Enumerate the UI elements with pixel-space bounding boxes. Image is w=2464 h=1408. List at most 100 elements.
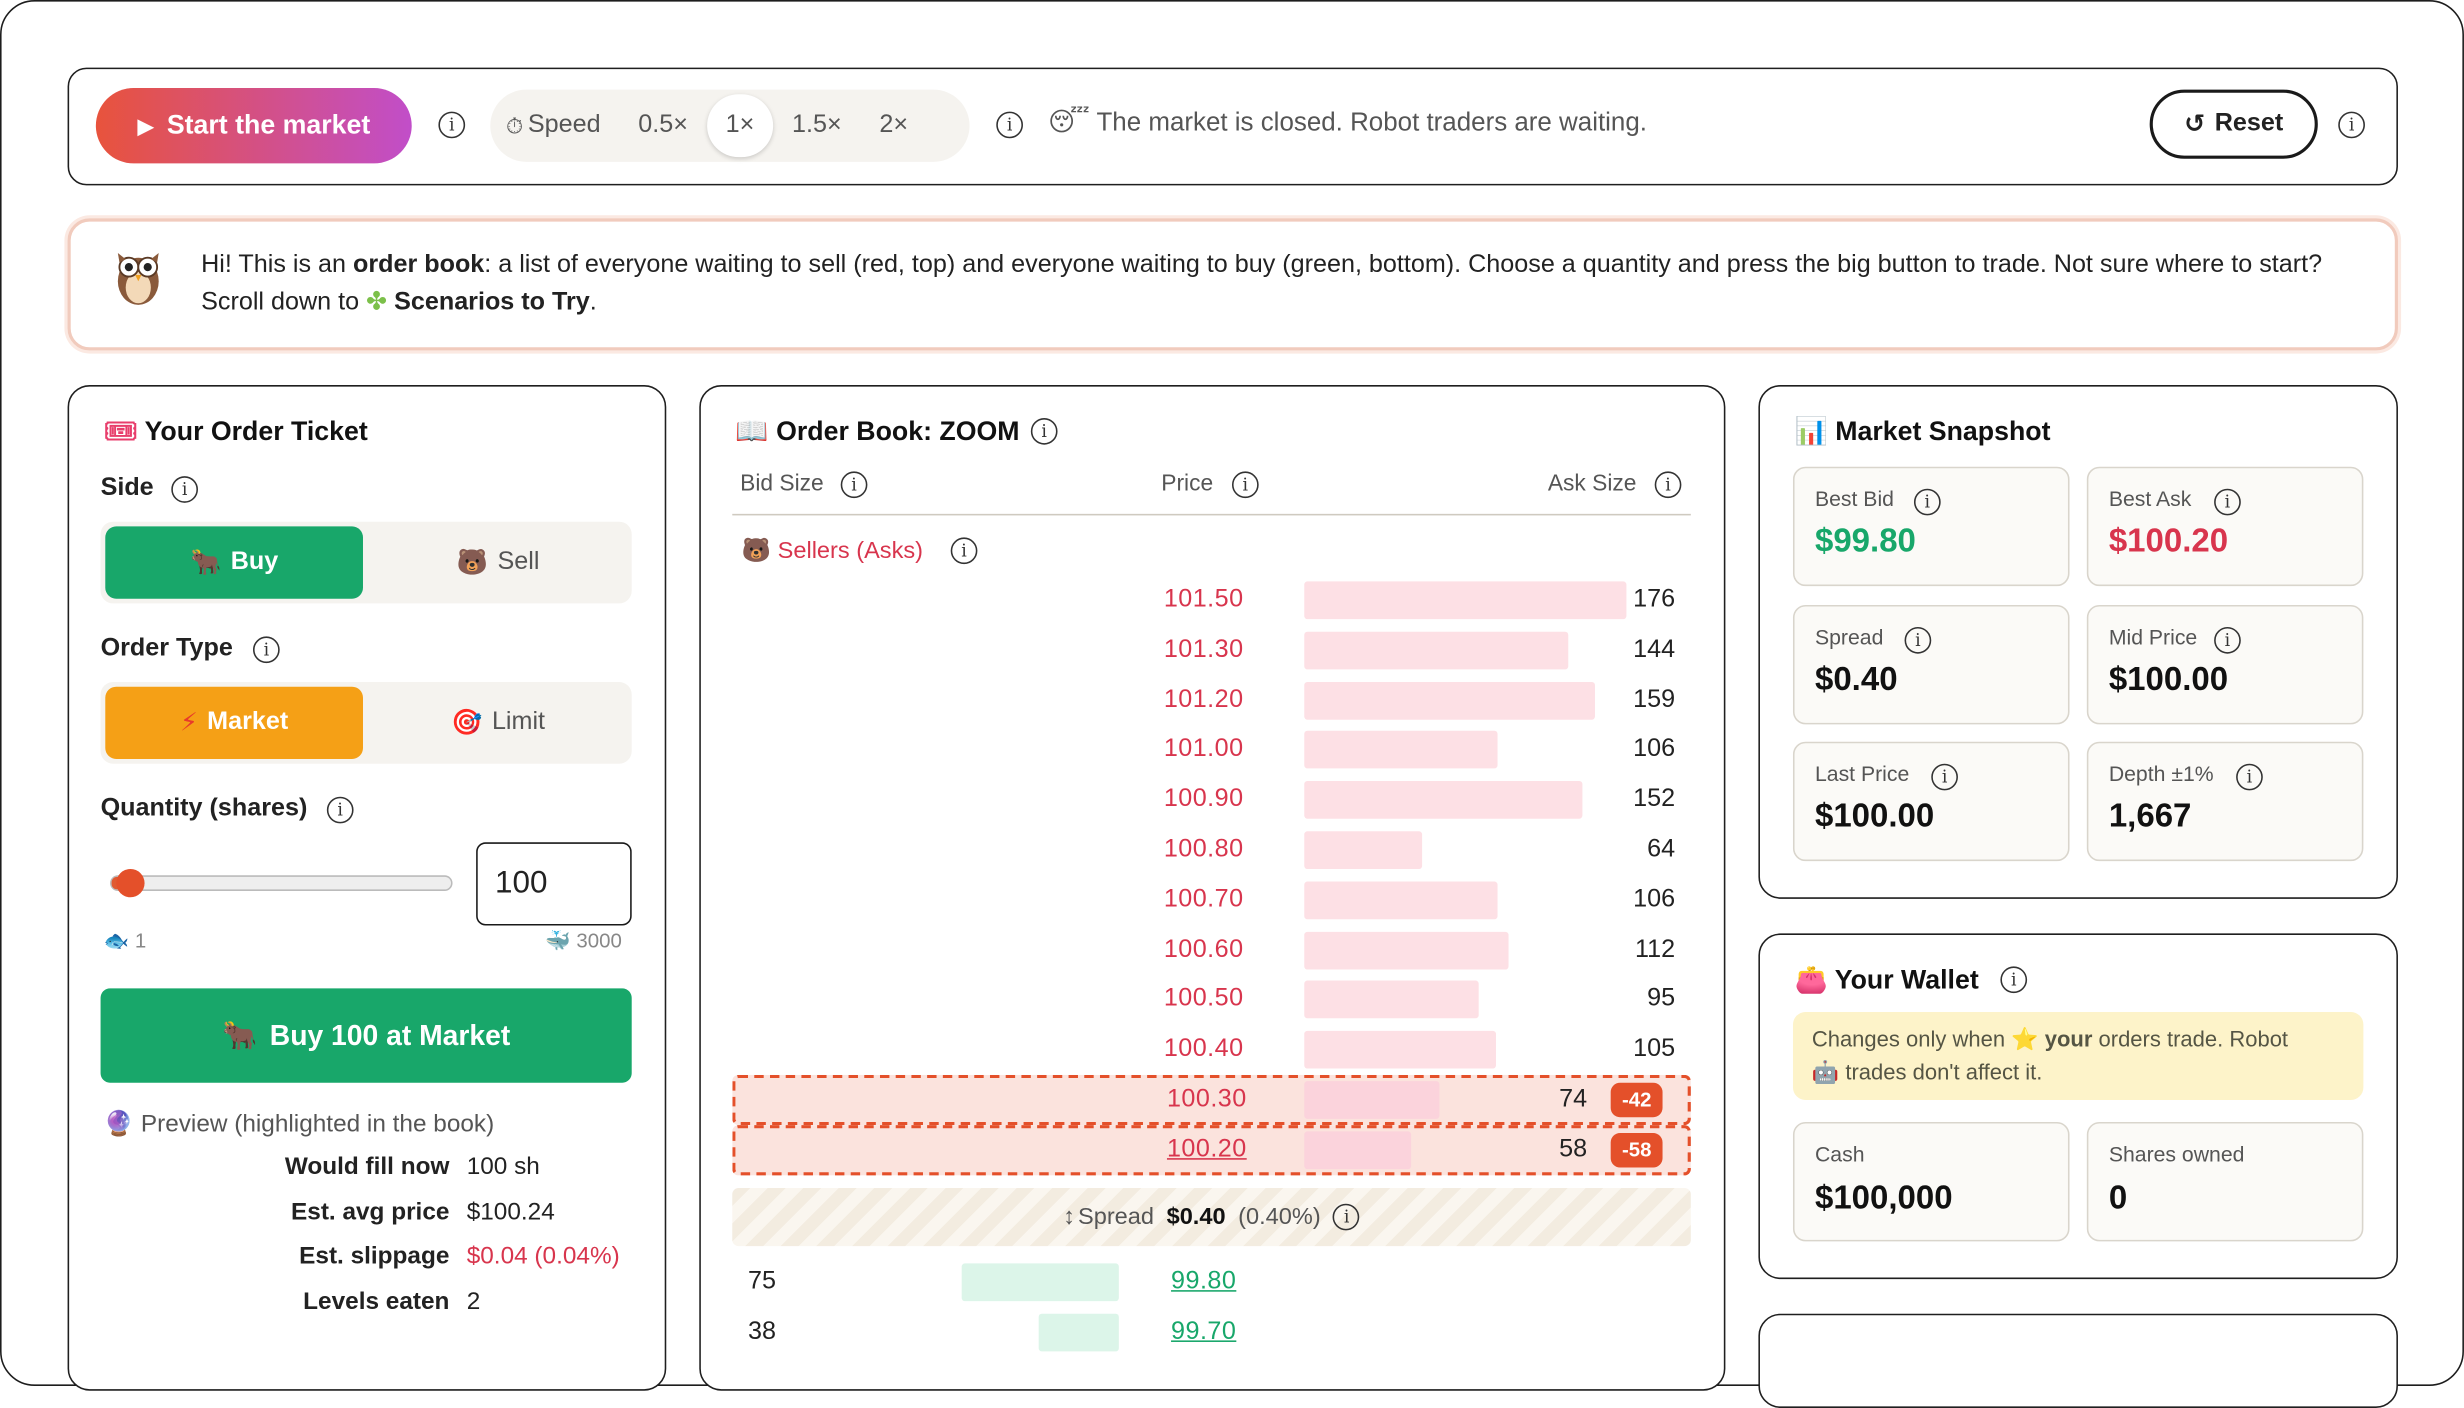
market-toggle[interactable]: ⚡ Market xyxy=(105,686,363,759)
speed-option-1-5x[interactable]: 1.5× xyxy=(792,111,842,139)
spread-percent: (0.40%) xyxy=(1238,1203,1321,1231)
book-icon: 📖 xyxy=(735,416,769,447)
speed-option-2x[interactable]: 2× xyxy=(879,111,909,139)
snapshot-tile-value: $0.40 xyxy=(1814,661,1898,698)
wallet-info-icon[interactable]: i xyxy=(2000,966,2028,994)
start-market-label: Start the market xyxy=(166,109,371,140)
ask-level-row[interactable]: 100.80 64 xyxy=(732,825,1691,875)
snapshot-tile-info-icon[interactable]: i xyxy=(2236,763,2263,791)
preview-row: Would fill now 100 sh xyxy=(101,1153,635,1188)
ask-depth-bar xyxy=(1304,931,1510,969)
ask-price: 101.50 xyxy=(1163,586,1244,613)
quantity-info-icon[interactable]: i xyxy=(326,796,354,824)
quantity-max: 🐳 3000 xyxy=(545,929,622,954)
market-snapshot-title: 📊 Market Snapshot xyxy=(1795,416,2051,447)
ask-depth-bar xyxy=(1304,731,1499,770)
ask-level-row[interactable]: 100.60 112 xyxy=(732,925,1691,975)
snapshot-tile-info-icon[interactable]: i xyxy=(2214,488,2241,516)
spread-info-icon[interactable]: i xyxy=(1333,1203,1360,1231)
submit-order-button[interactable]: 🐂 Buy 100 at Market xyxy=(100,988,632,1083)
ask-size: 159 xyxy=(1633,686,1676,713)
speed-selector: ⏱ Speed 0.5× 1× 1.5× 2× xyxy=(490,89,970,162)
ask-price: 100.80 xyxy=(1163,835,1244,863)
fish-icon: 🐟 xyxy=(103,928,130,953)
ask-level-row[interactable]: 100.20 58 -58 xyxy=(732,1124,1691,1176)
buy-toggle[interactable]: 🐂 Buy xyxy=(105,526,363,599)
speed-info-icon[interactable]: i xyxy=(996,111,1023,139)
quantity-label-text: Quantity (shares) xyxy=(100,795,308,822)
preview-key: Est. avg price xyxy=(291,1198,450,1225)
bid-depth-bar xyxy=(961,1263,1119,1302)
ask-level-row[interactable]: 100.50 95 xyxy=(732,975,1691,1025)
ask-level-row[interactable]: 100.90 152 xyxy=(732,775,1691,825)
star-icon: ⭐ xyxy=(2011,1026,2039,1052)
start-info-icon[interactable]: i xyxy=(438,111,466,139)
limit-toggle[interactable]: 🎯 Limit xyxy=(369,687,627,759)
crystal-ball-icon: 🔮 xyxy=(103,1110,135,1138)
snapshot-tile-value: 1,667 xyxy=(2108,798,2192,835)
market-status-text: The market is closed. Robot traders are … xyxy=(1096,108,1647,137)
quantity-slider-handle[interactable] xyxy=(116,868,145,898)
ask-size: 58 xyxy=(1559,1135,1588,1163)
purse-icon: 👛 xyxy=(1794,964,1828,995)
play-icon: ▶ xyxy=(137,112,155,138)
ask-level-row[interactable]: 101.00 106 xyxy=(732,725,1691,775)
snapshot-tile-info-icon[interactable]: i xyxy=(1904,626,1932,654)
ask-level-row[interactable]: 101.50 176 xyxy=(732,575,1691,625)
intro-text-part: Hi! This is an xyxy=(201,251,353,279)
bid-size: 75 xyxy=(747,1268,776,1295)
quantity-slider[interactable] xyxy=(109,868,453,898)
side-info-icon[interactable]: i xyxy=(171,476,198,503)
sell-toggle[interactable]: 🐻 Sell xyxy=(369,526,627,598)
start-market-button[interactable]: ▶ Start the market xyxy=(95,87,412,164)
ask-depth-bar xyxy=(1304,881,1499,919)
reset-info-icon[interactable]: i xyxy=(2338,111,2365,139)
snapshot-tile: Mid Price i $100.00 xyxy=(2086,604,2364,725)
order-type-selector: ⚡ Market 🎯 Limit xyxy=(100,681,632,764)
speed-option-0-5x[interactable]: 0.5× xyxy=(638,111,688,139)
target-icon: 🎯 xyxy=(451,710,483,737)
ask-price: 100.90 xyxy=(1163,785,1244,813)
ask-level-row[interactable]: 100.30 74 -42 xyxy=(732,1074,1691,1126)
preview-title: 🔮 Preview (highlighted in the book) xyxy=(104,1109,495,1139)
bear-icon: 🐻 xyxy=(456,549,489,577)
snapshot-tile-info-icon[interactable]: i xyxy=(1913,488,1941,516)
price-info-icon[interactable]: i xyxy=(1231,471,1259,499)
ask-level-row[interactable]: 101.30 144 xyxy=(732,625,1691,675)
bid-level-row[interactable]: 75 99.80 xyxy=(732,1257,1691,1307)
ask-depth-bar xyxy=(1304,631,1568,670)
order-book-info-icon[interactable]: i xyxy=(1030,417,1058,445)
ask-level-row[interactable]: 100.40 105 xyxy=(732,1025,1691,1075)
snapshot-tile-label: Mid Price xyxy=(2108,625,2198,649)
snapshot-tile: Best Bid i $99.80 xyxy=(1792,466,2070,587)
side-label-text: Side xyxy=(100,474,154,502)
fill-delta-badge: -42 xyxy=(1611,1082,1663,1118)
sellers-heading-text: Sellers (Asks) xyxy=(777,537,924,565)
ask-price: 100.70 xyxy=(1163,885,1244,913)
speed-option-1x[interactable]: 1× xyxy=(706,94,774,158)
ask-level-row[interactable]: 100.70 106 xyxy=(732,875,1691,925)
bull-icon: 🐂 xyxy=(190,549,222,577)
reset-button[interactable]: ↺ Reset xyxy=(2149,89,2318,159)
bid-level-row[interactable]: 38 99.70 xyxy=(732,1307,1691,1357)
wallet-note: Changes only when ⭐ your orders trade. R… xyxy=(1792,1011,2364,1100)
preview-value: $100.24 xyxy=(466,1198,555,1225)
snapshot-tile-info-icon[interactable]: i xyxy=(2214,626,2241,654)
order-book-title: 📖 Order Book: ZOOM xyxy=(735,416,1019,447)
ask-size: 106 xyxy=(1633,736,1676,763)
scenarios-link[interactable]: Scenarios to Try xyxy=(394,289,590,316)
bid-price: 99.70 xyxy=(1171,1318,1237,1345)
wallet-title: 👛 Your Wallet xyxy=(1795,965,1979,996)
ask-price: 101.00 xyxy=(1163,736,1244,763)
order-type-info-icon[interactable]: i xyxy=(252,636,280,664)
snapshot-tile-info-icon[interactable]: i xyxy=(1931,763,1958,791)
ask-size-info-icon[interactable]: i xyxy=(1654,471,1682,499)
preview-value: $0.04 (0.04%) xyxy=(466,1242,620,1270)
vertical-arrows-icon: ↕ xyxy=(1063,1203,1075,1231)
sellers-info-icon[interactable]: i xyxy=(950,537,978,565)
side-label: Side xyxy=(101,475,154,503)
quantity-input[interactable]: 100 xyxy=(476,842,632,926)
preview-row: Est. slippage $0.04 (0.04%) xyxy=(101,1243,635,1278)
ask-level-row[interactable]: 101.20 159 xyxy=(732,675,1691,725)
bid-size-info-icon[interactable]: i xyxy=(840,471,868,499)
